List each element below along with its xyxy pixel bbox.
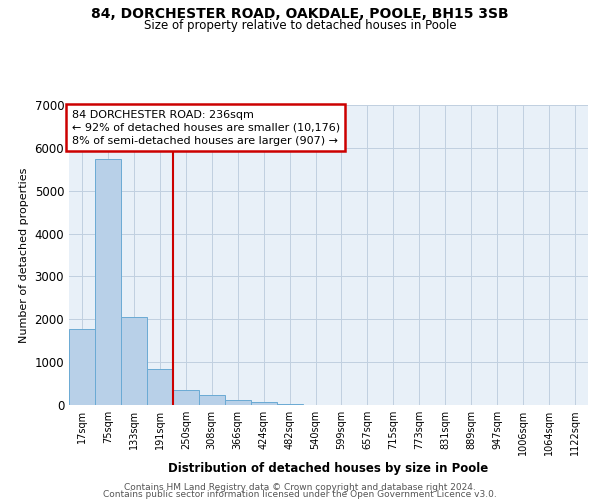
- Bar: [147, 370, 173, 405]
- Bar: [69, 329, 95, 405]
- Bar: [173, 390, 199, 405]
- Bar: [199, 395, 224, 405]
- Text: 84 DORCHESTER ROAD: 236sqm
← 92% of detached houses are smaller (10,176)
8% of s: 84 DORCHESTER ROAD: 236sqm ← 92% of deta…: [71, 110, 340, 146]
- Text: Contains HM Land Registry data © Crown copyright and database right 2024.: Contains HM Land Registry data © Crown c…: [124, 484, 476, 492]
- Y-axis label: Number of detached properties: Number of detached properties: [19, 168, 29, 342]
- X-axis label: Distribution of detached houses by size in Poole: Distribution of detached houses by size …: [169, 462, 488, 475]
- Bar: [277, 404, 302, 405]
- Text: Size of property relative to detached houses in Poole: Size of property relative to detached ho…: [143, 18, 457, 32]
- Bar: [251, 402, 277, 405]
- Text: Contains public sector information licensed under the Open Government Licence v3: Contains public sector information licen…: [103, 490, 497, 499]
- Bar: [121, 316, 147, 405]
- Text: 84, DORCHESTER ROAD, OAKDALE, POOLE, BH15 3SB: 84, DORCHESTER ROAD, OAKDALE, POOLE, BH1…: [91, 8, 509, 22]
- Bar: [225, 400, 251, 405]
- Bar: [95, 160, 121, 405]
